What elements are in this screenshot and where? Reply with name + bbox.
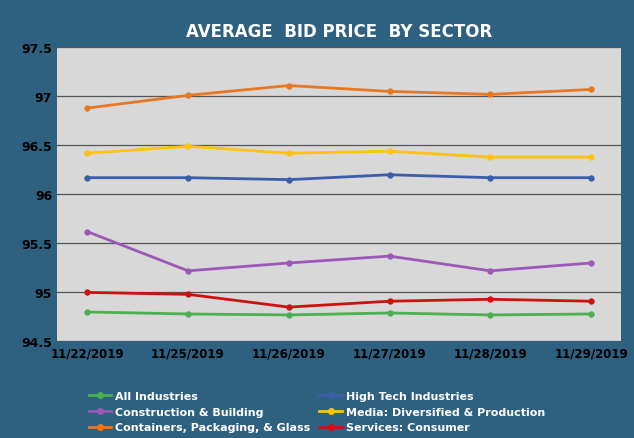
Title: AVERAGE  BID PRICE  BY SECTOR: AVERAGE BID PRICE BY SECTOR <box>186 23 493 41</box>
Legend: All Industries, Construction & Building, Containers, Packaging, & Glass, High Te: All Industries, Construction & Building,… <box>89 392 545 432</box>
